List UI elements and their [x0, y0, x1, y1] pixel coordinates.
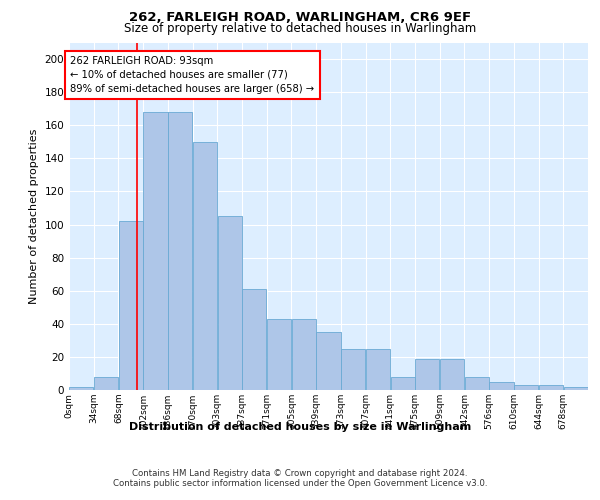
Bar — [440, 358, 464, 390]
Bar — [143, 112, 167, 390]
Y-axis label: Number of detached properties: Number of detached properties — [29, 128, 39, 304]
Bar — [168, 112, 192, 390]
Bar — [391, 377, 415, 390]
Bar — [292, 319, 316, 390]
Text: 262 FARLEIGH ROAD: 93sqm
← 10% of detached houses are smaller (77)
89% of semi-d: 262 FARLEIGH ROAD: 93sqm ← 10% of detach… — [70, 56, 314, 94]
Bar — [366, 348, 390, 390]
Text: Distribution of detached houses by size in Warlingham: Distribution of detached houses by size … — [129, 422, 471, 432]
Text: 262, FARLEIGH ROAD, WARLINGHAM, CR6 9EF: 262, FARLEIGH ROAD, WARLINGHAM, CR6 9EF — [129, 11, 471, 24]
Bar — [316, 332, 341, 390]
Bar — [193, 142, 217, 390]
Bar — [267, 319, 291, 390]
Bar — [69, 386, 94, 390]
Text: Size of property relative to detached houses in Warlingham: Size of property relative to detached ho… — [124, 22, 476, 35]
Bar — [490, 382, 514, 390]
Bar — [563, 386, 588, 390]
Bar — [218, 216, 242, 390]
Text: Contains HM Land Registry data © Crown copyright and database right 2024.: Contains HM Land Registry data © Crown c… — [132, 469, 468, 478]
Bar — [514, 385, 538, 390]
Text: Contains public sector information licensed under the Open Government Licence v3: Contains public sector information licen… — [113, 479, 487, 488]
Bar — [415, 358, 439, 390]
Bar — [119, 221, 143, 390]
Bar — [341, 348, 365, 390]
Bar — [242, 289, 266, 390]
Bar — [465, 377, 489, 390]
Bar — [94, 377, 118, 390]
Bar — [539, 385, 563, 390]
